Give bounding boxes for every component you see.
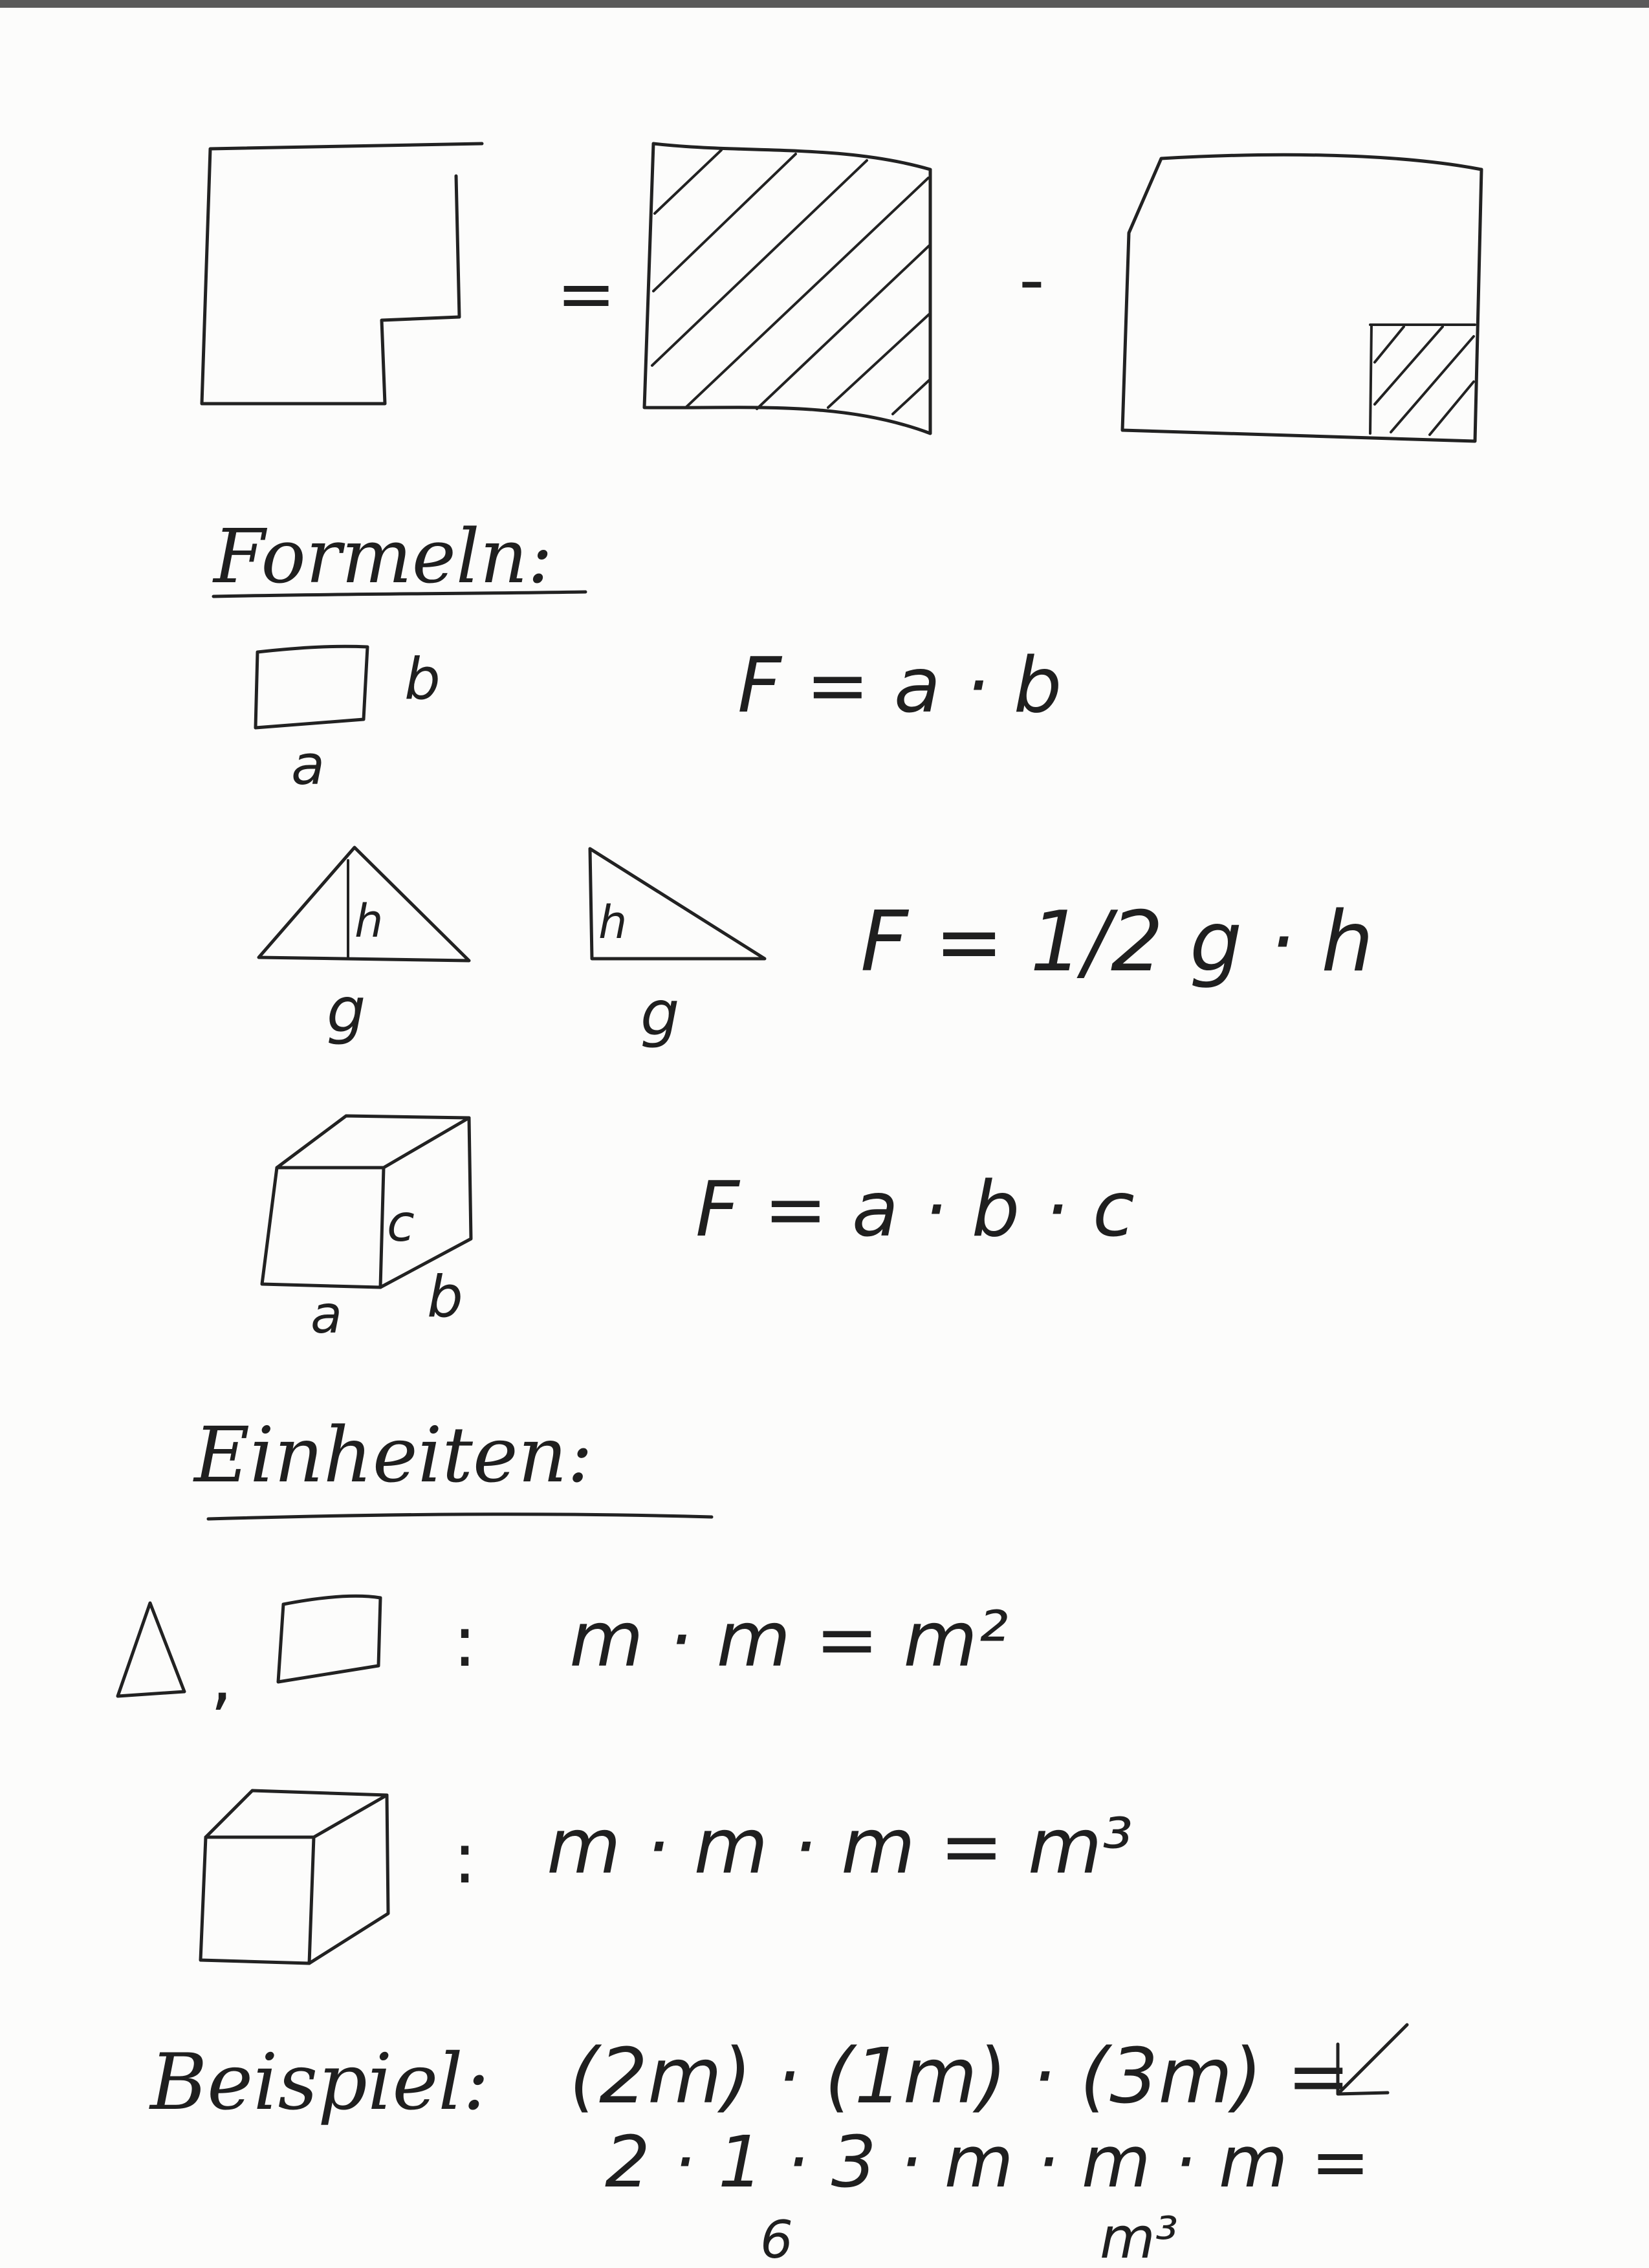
units-volume-colon: : bbox=[453, 1816, 477, 1899]
example-expression: (2m) · (1m) · (3m) = bbox=[569, 2031, 1351, 2121]
formulas-heading-underline bbox=[212, 590, 587, 598]
cuboid-edge-b-label: b bbox=[427, 1263, 463, 1330]
cuboid-volume-formula: F = a · b · c bbox=[695, 1164, 1135, 1254]
cuboid-edge-a-label: a bbox=[311, 1285, 342, 1345]
l-shape-figure bbox=[200, 142, 484, 406]
hatched-square-figure bbox=[642, 142, 932, 435]
units-volume-rule: m · m · m = m³ bbox=[547, 1802, 1133, 1891]
right-triangle-base-label: g bbox=[640, 979, 679, 1050]
rectangle-area-formula: F = a · b bbox=[737, 640, 1062, 730]
units-area-colon: : bbox=[453, 1600, 477, 1683]
arrow-down-left-icon bbox=[1336, 2023, 1409, 2096]
triangle-area-formula: F = 1/2 g · h bbox=[860, 894, 1373, 990]
units-area-rule: m · m = m² bbox=[569, 1595, 1009, 1684]
rectangle-side-a-label: a bbox=[291, 734, 325, 798]
example-expanded: 2 · 1 · 3 · m · m · m = bbox=[605, 2121, 1370, 2203]
triangle-height-label: h bbox=[355, 895, 383, 948]
formulas-heading: Formeln: bbox=[212, 514, 552, 600]
cuboid-edge-c-label: c bbox=[387, 1195, 415, 1253]
triangle-base-label: g bbox=[327, 976, 366, 1047]
top-minus-sign: - bbox=[1019, 238, 1045, 321]
cuboid-diagram bbox=[260, 1114, 473, 1289]
example-unit-product: m³ bbox=[1100, 2205, 1178, 2268]
square-with-corner-figure bbox=[1120, 153, 1483, 443]
units-heading: Einheiten: bbox=[193, 1410, 593, 1499]
units-area-separator: , bbox=[210, 1635, 233, 1718]
small-cube-icon bbox=[199, 1789, 390, 1965]
triangle-diagram-isosceles bbox=[257, 845, 471, 963]
example-label: Beispiel: bbox=[149, 2038, 489, 2128]
top-equals-sign: = bbox=[556, 252, 616, 335]
right-triangle-height-label: h bbox=[598, 896, 627, 949]
small-square-icon bbox=[276, 1594, 382, 1684]
triangle-diagram-right bbox=[588, 847, 767, 961]
rectangle-side-b-label: b bbox=[404, 646, 441, 712]
units-heading-underline bbox=[206, 1512, 714, 1521]
small-triangle-icon bbox=[116, 1601, 186, 1698]
example-numeric-product: 6 bbox=[760, 2210, 793, 2268]
rectangle-diagram bbox=[254, 644, 369, 730]
scan-top-edge bbox=[0, 0, 1649, 8]
